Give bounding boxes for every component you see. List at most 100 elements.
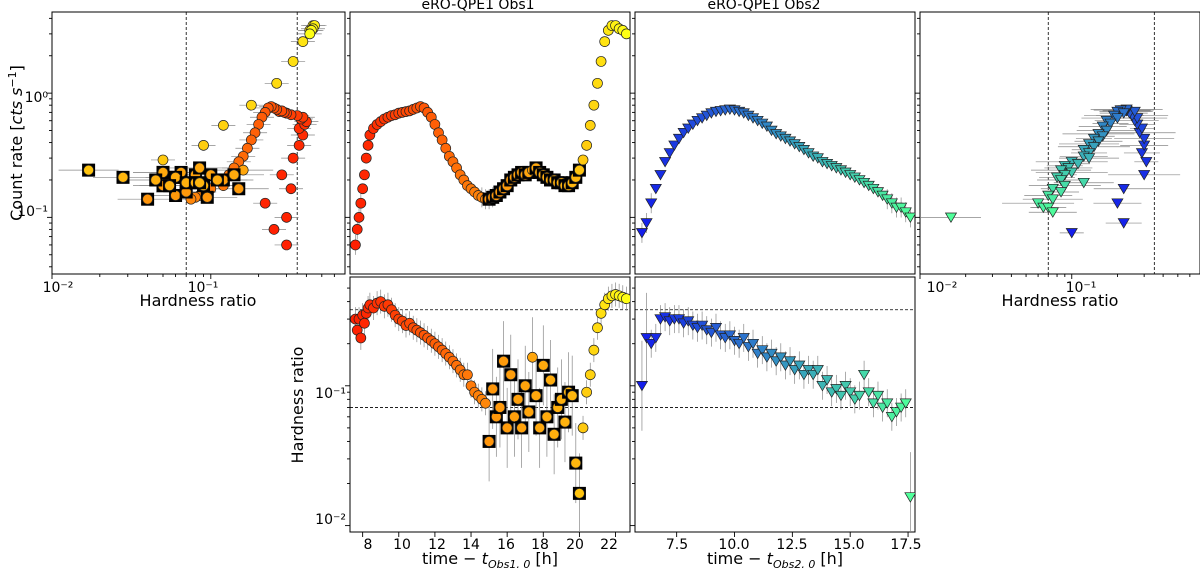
- data-point: [304, 28, 316, 40]
- data-point: [1077, 177, 1090, 189]
- data-point: [519, 380, 531, 392]
- data-point: [844, 387, 857, 398]
- data-point: [746, 338, 760, 350]
- data-point: [1140, 157, 1153, 168]
- data-point: [649, 333, 662, 344]
- tick-hr-a-1e-2: 10⁻²: [43, 280, 74, 296]
- data-point: [904, 492, 915, 503]
- ylabel-hr: Hardness ratio: [288, 347, 307, 464]
- data-point: [737, 333, 750, 344]
- xlabel-hr-a: Hardness ratio: [140, 291, 257, 310]
- data-point: [505, 369, 517, 381]
- data-point: [756, 345, 769, 356]
- xlabel-hr-d: Hardness ratio: [1002, 291, 1119, 310]
- data-point: [1104, 118, 1117, 130]
- data-point: [297, 36, 309, 47]
- data-point: [1100, 125, 1113, 137]
- data-point: [523, 406, 535, 418]
- data-point: [1046, 183, 1059, 195]
- data-point: [1054, 187, 1068, 198]
- data-point: [904, 212, 915, 224]
- data-point: [548, 428, 560, 440]
- data-point: [355, 332, 367, 344]
- ylabel-count-rate: Count rate [cts s−1]: [6, 65, 26, 221]
- data-point: [512, 393, 524, 405]
- data-point: [621, 28, 630, 40]
- data-point: [287, 152, 299, 164]
- data-point: [807, 369, 820, 381]
- tick-hr-d-1e-2: 10⁻²: [927, 280, 958, 296]
- tick-time1-22: 22: [600, 537, 618, 553]
- data-point: [1092, 136, 1105, 147]
- data-point: [194, 162, 205, 174]
- data-point: [281, 212, 292, 223]
- data-point: [577, 154, 589, 166]
- time-ticks-obs1: 8 10 12 14 16 18 20 22: [364, 537, 618, 553]
- data-point: [527, 351, 538, 363]
- data-point: [797, 369, 811, 381]
- tick-time1-10: 10: [393, 537, 411, 553]
- xlabel-time-obs1: time − tObs1, 0 [h]: [422, 549, 558, 568]
- data-point: [498, 355, 509, 367]
- data-point: [268, 224, 280, 235]
- data-point: [494, 402, 506, 413]
- data-point: [793, 360, 806, 372]
- data-point: [530, 390, 542, 402]
- tick-time2-10: 10.0: [718, 537, 749, 553]
- points-cr-vs-time-obs1: [350, 20, 630, 255]
- data-point: [672, 133, 686, 145]
- data-point: [359, 317, 370, 329]
- data-point: [357, 183, 368, 195]
- data-point: [1135, 148, 1149, 159]
- data-point: [595, 56, 607, 67]
- data-point: [839, 381, 852, 392]
- tick-cr-1e-1: 10⁻¹: [17, 204, 48, 220]
- data-point: [944, 212, 958, 224]
- data-point: [276, 169, 288, 181]
- tick-time2-17.5: 17.5: [890, 537, 921, 553]
- points-cr-vs-time-obs2: [635, 104, 915, 243]
- data-point: [774, 352, 787, 363]
- data-point: [577, 422, 589, 434]
- data-point: [899, 207, 912, 218]
- points-cr-vs-hr-obs2: [920, 104, 1181, 239]
- tick-hr-y-1e-2: 10⁻²: [315, 512, 346, 528]
- panel-hr-vs-time-obs2: [634, 276, 916, 533]
- data-point: [228, 169, 240, 181]
- data-point: [640, 218, 653, 229]
- data-point: [351, 224, 363, 235]
- data-point: [1138, 170, 1151, 181]
- data-point: [862, 387, 875, 398]
- data-point: [783, 356, 797, 367]
- data-point: [1111, 198, 1124, 209]
- data-point: [581, 139, 592, 151]
- data-point: [198, 139, 209, 151]
- data-point: [834, 390, 848, 402]
- data-point: [362, 139, 374, 151]
- data-point: [649, 183, 662, 195]
- data-point: [709, 323, 723, 334]
- tick-hr-a-1e-1: 10⁻¹: [188, 280, 219, 296]
- time-ticks-obs2: 7.5 10.0 12.5 15.0 17.5: [666, 537, 922, 553]
- data-point: [574, 164, 585, 176]
- tick-time2-15: 15.0: [833, 537, 864, 553]
- data-point: [1058, 180, 1071, 192]
- data-point: [668, 140, 681, 151]
- data-point: [867, 398, 880, 409]
- data-point: [592, 77, 603, 89]
- data-point: [259, 197, 271, 209]
- data-point: [566, 390, 578, 402]
- data-point: [353, 212, 365, 223]
- data-point: [537, 360, 549, 371]
- data-point: [541, 411, 553, 423]
- data-point: [581, 386, 592, 398]
- data-point: [811, 365, 824, 376]
- data-point: [621, 293, 630, 305]
- points-cr-vs-hr-obs1: [58, 20, 327, 251]
- data-point: [820, 375, 834, 386]
- points-hr-vs-time-obs2: [635, 292, 915, 532]
- tick-time1-16: 16: [497, 537, 515, 553]
- panel-cr-vs-hr-obs2: [919, 11, 1200, 275]
- data-point: [857, 369, 871, 381]
